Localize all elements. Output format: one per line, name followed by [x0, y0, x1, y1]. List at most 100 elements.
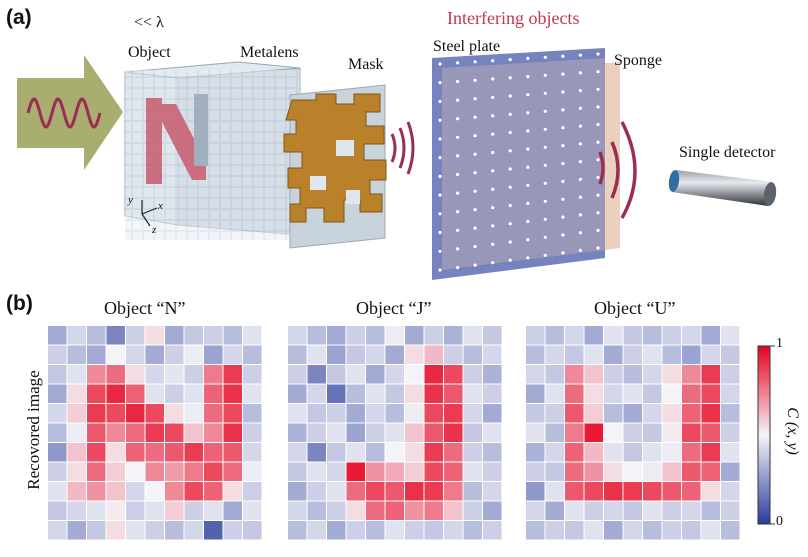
heatmap-cell: [584, 482, 603, 501]
heatmap-cell: [623, 462, 642, 481]
heatmap-cell: [565, 345, 584, 364]
plate-dot: [438, 212, 442, 216]
plate-dot: [491, 206, 495, 210]
heatmap-cell: [126, 521, 145, 540]
heatmap-cell: [126, 326, 145, 345]
heatmap-cell: [307, 404, 326, 423]
heatmap-cell: [662, 384, 681, 403]
heatmap-cell: [682, 384, 701, 403]
plate-dot: [596, 211, 600, 215]
heatmap-cell: [346, 521, 365, 540]
plate-dot: [491, 95, 495, 99]
heatmap-cell: [243, 365, 262, 384]
plate-dot: [473, 171, 477, 175]
plate-dot: [543, 109, 547, 113]
heatmap-cell: [184, 384, 203, 403]
plate-dot: [526, 56, 530, 61]
heatmap-cell: [545, 482, 564, 501]
metalens-block: [124, 61, 301, 240]
plate-dot: [508, 112, 512, 116]
heatmap-cell: [385, 462, 404, 481]
heatmap-cell: [463, 443, 482, 462]
plate-dot: [508, 149, 512, 153]
heatmap-cell: [223, 443, 242, 462]
heatmap-cell: [405, 423, 424, 442]
plate-dot: [596, 70, 600, 74]
heatmap-cell: [184, 365, 203, 384]
plate-dot: [543, 199, 547, 203]
heatmap-cell: [87, 501, 106, 520]
heatmap-cell: [662, 462, 681, 481]
heatmap-cell: [584, 384, 603, 403]
heatmap-cell: [721, 423, 740, 442]
plate-dot: [456, 135, 460, 139]
heatmap-cell: [165, 326, 184, 345]
plate-dot: [491, 59, 495, 63]
heatmap-cell: [87, 345, 106, 364]
plate-dot: [456, 98, 460, 102]
heatmap-cell: [346, 404, 365, 423]
heatmap-cell: [721, 501, 740, 520]
plate-dot: [526, 147, 530, 151]
colorbar-max-label: 1: [776, 336, 783, 351]
heatmap-cell: [366, 384, 385, 403]
heatmap-cell: [662, 521, 681, 540]
heatmap-cell: [204, 521, 223, 540]
heatmap-cell: [682, 326, 701, 345]
plate-dot: [596, 175, 600, 180]
heatmap-cell: [405, 482, 424, 501]
heatmap-cell: [165, 462, 184, 481]
interfering-objects-title: Interfering objects: [447, 8, 580, 28]
plate-dot: [438, 249, 442, 253]
heatmap-cell: [604, 443, 623, 462]
plate-dot: [526, 238, 530, 242]
heatmap-cell: [565, 404, 584, 423]
heatmap-cell: [67, 326, 86, 345]
heatmap-cell: [405, 384, 424, 403]
heatmap-cell: [48, 404, 67, 423]
heatmap-cell: [288, 482, 307, 501]
heatmap-cell: [444, 423, 463, 442]
heatmap-cell: [346, 384, 365, 403]
object-label: Object: [128, 44, 171, 61]
plate-dot: [508, 76, 512, 80]
heatmap-cell: [701, 521, 720, 540]
plate-dot: [543, 145, 547, 149]
heatmap-cell: [327, 462, 346, 481]
plate-dot: [578, 53, 583, 57]
heatmap-cell: [584, 521, 603, 540]
heatmap-cell: [424, 482, 443, 501]
heatmap-cell: [643, 423, 662, 442]
heatmap-cell: [48, 521, 67, 540]
heatmap-cell: [145, 501, 164, 520]
plate-dot: [526, 111, 530, 115]
heatmap-cell: [682, 423, 701, 442]
plate-dot: [526, 256, 530, 260]
scattered-wave: [390, 121, 415, 175]
heatmap-cell: [721, 462, 740, 481]
heatmap-cell: [565, 365, 584, 384]
heatmap-cell: [366, 423, 385, 442]
heatmap-cell: [405, 404, 424, 423]
plate-dot: [438, 156, 442, 160]
plate-dot: [561, 161, 565, 166]
heatmap-cell: [204, 326, 223, 345]
heatmap-cell: [67, 462, 86, 481]
heatmap-cell: [701, 501, 720, 520]
plate-dot: [456, 228, 460, 232]
heatmap-cell: [444, 384, 463, 403]
heatmap-cell: [463, 423, 482, 442]
heatmap-cell: [463, 365, 482, 384]
plate-dot: [473, 60, 477, 64]
heatmap-cell: [584, 404, 603, 423]
heatmap-cell: [126, 345, 145, 364]
heatmap-cell: [604, 404, 623, 423]
heatmap-cell: [307, 326, 326, 345]
heatmap-cell: [662, 404, 681, 423]
plate-dot: [526, 129, 530, 133]
heatmap-cell: [463, 521, 482, 540]
heatmap-cell: [604, 423, 623, 442]
heatmap-cell: [327, 521, 346, 540]
heatmap-cell: [145, 443, 164, 462]
